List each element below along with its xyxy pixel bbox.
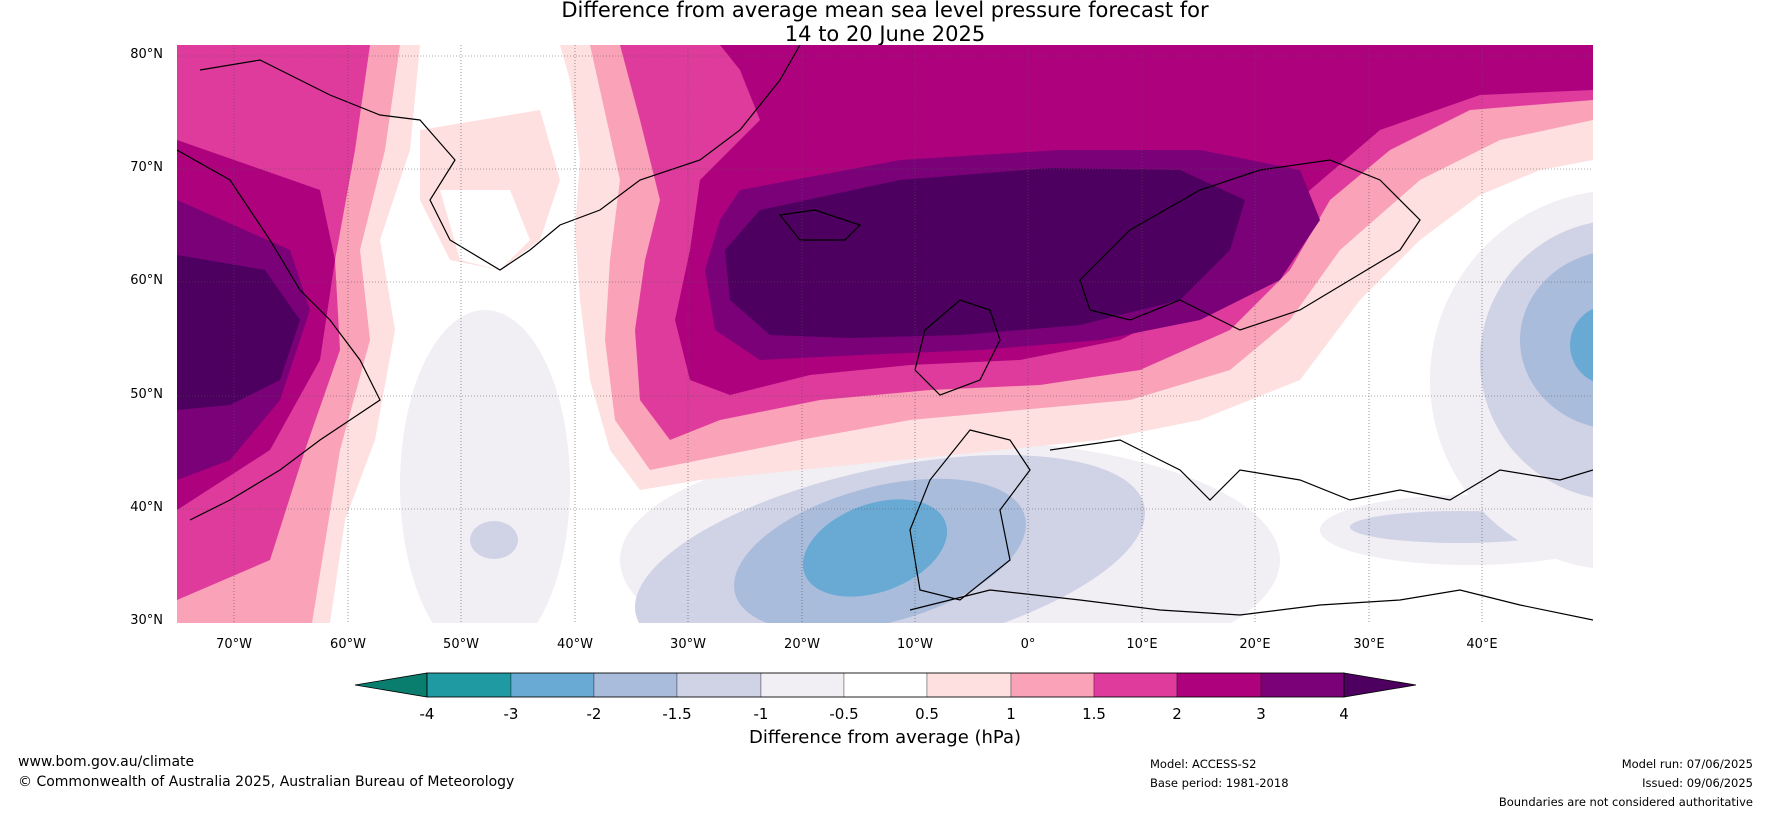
colorbar-bin <box>426 672 512 698</box>
colorbar-bin <box>510 672 595 698</box>
base-period: Base period: 1981-2018 <box>1150 776 1289 790</box>
graticule <box>177 45 1593 623</box>
anomaly-neutral-greenland <box>440 190 530 270</box>
model-run-date: Model run: 07/06/2025 <box>1621 757 1753 771</box>
website-link[interactable]: www.bom.gov.au/climate <box>18 754 195 770</box>
anomaly-neg-mid-atlantic <box>400 310 570 623</box>
colorbar-tick: -1.5 <box>662 705 692 723</box>
lon-label-70w: 70°W <box>216 637 252 652</box>
anomaly-neg-east-core <box>1570 308 1593 382</box>
coastline-europe-south <box>1049 439 1593 501</box>
coastline-africa <box>909 589 1593 621</box>
copyright-notice: © Commonwealth of Australia 2025, Austra… <box>18 774 515 790</box>
coastline-iceland <box>778 209 862 241</box>
colorbar-tick: 1.5 <box>1082 705 1106 723</box>
colorbar-tick: 1 <box>1006 705 1016 723</box>
coastline-labrador <box>177 149 381 521</box>
lat-label-40n: 40°N <box>130 500 163 515</box>
colorbar-bin <box>593 672 678 698</box>
lon-label-20e: 20°E <box>1239 637 1271 652</box>
colorbar-bin <box>843 672 928 698</box>
colorbar-tick: -0.5 <box>829 705 859 723</box>
anomaly-pos-ne-core <box>725 168 1245 338</box>
coastline-britain <box>914 299 1001 396</box>
coastline-greenland <box>199 45 801 271</box>
map-title: Difference from average mean sea level p… <box>0 0 1770 46</box>
colorbar-bin <box>1093 672 1178 698</box>
colorbar-frame <box>426 672 1345 698</box>
colorbar-tick: -1 <box>753 705 769 723</box>
colorbar-bin <box>1260 672 1345 698</box>
lon-label-10w: 10°W <box>897 637 933 652</box>
colorbar-tick: -4 <box>419 705 435 723</box>
lon-label-30e: 30°E <box>1353 637 1385 652</box>
colorbar-tick: -3 <box>503 705 519 723</box>
lon-label-10e: 10°E <box>1126 637 1158 652</box>
lat-label-60n: 60°N <box>130 273 163 288</box>
lon-label-20w: 20°W <box>784 637 820 652</box>
colorbar-label: Difference from average (hPa) <box>748 727 1022 748</box>
anomaly-neg-small <box>470 521 518 559</box>
lat-label-80n: 80°N <box>130 47 163 62</box>
model-name: Model: ACCESS-S2 <box>1150 757 1257 771</box>
colorbar-bin <box>676 672 762 698</box>
coastlines <box>177 45 1593 621</box>
lat-label-70n: 70°N <box>130 160 163 175</box>
coastline-iberia <box>909 429 1031 601</box>
anomaly-pos-west-core <box>177 255 300 410</box>
colorbar-tick: 4 <box>1339 705 1349 723</box>
colorbar-bin <box>926 672 1012 698</box>
anomaly-neg-iberia-core <box>802 499 948 597</box>
colorbar-tick: 3 <box>1256 705 1266 723</box>
colorbar-bin <box>760 672 845 698</box>
lon-label-30w: 30°W <box>670 637 706 652</box>
lat-label-50n: 50°N <box>130 387 163 402</box>
anomaly-field <box>177 45 1593 623</box>
colorbar-tick: 0.5 <box>915 705 939 723</box>
colorbar-extend-low <box>354 672 428 698</box>
colorbar <box>354 672 1417 698</box>
lon-label-0: 0° <box>1020 637 1036 652</box>
anomaly-neg-east-2 <box>1480 222 1593 498</box>
boundaries-disclaimer: Boundaries are not considered authoritat… <box>1498 795 1753 809</box>
colorbar-tick: 2 <box>1172 705 1182 723</box>
lon-label-40w: 40°W <box>557 637 593 652</box>
lon-label-60w: 60°W <box>330 637 366 652</box>
anomaly-neg-east-3 <box>1520 253 1593 427</box>
lon-label-50w: 50°W <box>443 637 479 652</box>
colorbar-bin <box>1176 672 1262 698</box>
coastline-scandinavia <box>1079 159 1421 331</box>
title-line-1: Difference from average mean sea level p… <box>561 0 1209 22</box>
colorbar-extend-high <box>1343 672 1417 698</box>
colorbar-tick: -2 <box>586 705 602 723</box>
lon-label-40e: 40°E <box>1466 637 1498 652</box>
colorbar-bin <box>1010 672 1095 698</box>
issued-date: Issued: 09/06/2025 <box>1642 776 1753 790</box>
title-line-2: 14 to 20 June 2025 <box>784 22 986 46</box>
lat-label-30n: 30°N <box>130 613 163 628</box>
